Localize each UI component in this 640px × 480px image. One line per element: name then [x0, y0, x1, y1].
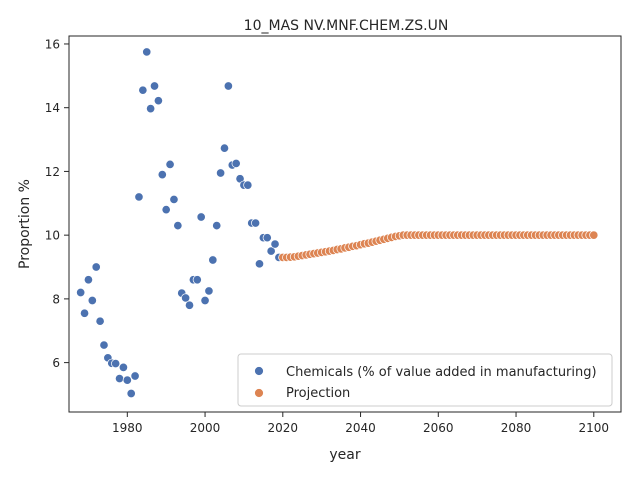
y-tick-label: 6: [52, 356, 60, 370]
x-tick-label: 1980: [112, 421, 143, 435]
x-axis-label: year: [329, 447, 360, 463]
legend-label-projection: Projection: [286, 386, 350, 401]
data-point-chemicals: [95, 316, 105, 326]
data-point-chemicals: [134, 192, 144, 202]
data-point-chemicals: [266, 246, 276, 256]
data-point-chemicals: [118, 362, 128, 372]
data-point-chemicals: [122, 375, 132, 385]
x-tick-label: 2000: [190, 421, 221, 435]
data-point-chemicals: [138, 85, 148, 95]
data-point-chemicals: [99, 340, 109, 350]
data-point-chemicals: [157, 170, 167, 180]
legend-marker-projection: [254, 388, 264, 398]
data-point-chemicals: [231, 158, 241, 169]
data-point-chemicals: [212, 221, 222, 231]
x-tick-label: 2040: [345, 421, 376, 435]
x-tick-label: 2100: [579, 421, 610, 435]
data-point-chemicals: [169, 194, 179, 205]
data-point-chemicals: [251, 218, 261, 228]
y-tick-label: 8: [52, 292, 60, 306]
y-tick-label: 16: [45, 37, 60, 51]
data-point-chemicals: [243, 180, 253, 190]
data-point-chemicals: [80, 308, 90, 318]
data-point-chemicals: [173, 221, 183, 231]
data-point-chemicals: [111, 359, 121, 369]
y-tick-label: 10: [45, 229, 60, 243]
data-point-chemicals: [142, 47, 152, 57]
data-point-chemicals: [91, 262, 101, 272]
data-point-chemicals: [216, 168, 226, 178]
data-point-chemicals: [161, 205, 171, 215]
data-point-chemicals: [149, 81, 160, 91]
data-point-chemicals: [83, 275, 93, 285]
data-point-chemicals: [114, 373, 125, 384]
data-point-chemicals: [130, 371, 140, 381]
y-axis-label: Proportion %: [17, 179, 33, 269]
data-point-chemicals: [184, 300, 195, 310]
data-point-chemicals: [208, 255, 218, 265]
data-point-chemicals: [181, 293, 191, 303]
data-point-chemicals: [223, 81, 233, 91]
x-tick-label: 2020: [268, 421, 299, 435]
y-axis: 6 8 10 12 14 16: [45, 37, 69, 370]
data-point-chemicals: [76, 287, 86, 298]
data-point-chemicals: [165, 159, 175, 169]
x-axis: 1980 2000 2020 2040 2060 2080 2100: [112, 412, 609, 435]
data-point-chemicals: [204, 286, 214, 296]
legend-marker-chemicals: [254, 366, 264, 376]
data-point-projection: [589, 230, 599, 240]
data-point-chemicals: [200, 295, 210, 306]
data-point-chemicals: [87, 295, 97, 306]
legend-box: [237, 353, 613, 407]
y-tick-label: 14: [45, 101, 60, 115]
legend: Chemicals (% of value added in manufactu…: [237, 353, 613, 407]
data-point-chemicals: [262, 233, 272, 243]
chart-title: 10_MAS NV.MNF.CHEM.ZS.UN: [244, 18, 449, 34]
legend-label-chemicals: Chemicals (% of value added in manufactu…: [286, 365, 597, 380]
data-point-chemicals: [254, 259, 265, 269]
data-point-chemicals: [146, 104, 156, 114]
data-point-chemicals: [219, 143, 230, 153]
data-points: [76, 47, 599, 399]
data-point-chemicals: [153, 96, 163, 106]
x-tick-label: 2080: [501, 421, 532, 435]
data-point-chemicals: [192, 275, 202, 285]
data-point-chemicals: [196, 212, 206, 222]
plot-area-frame: [68, 35, 622, 413]
x-tick-label: 2060: [423, 421, 454, 435]
y-tick-label: 12: [45, 165, 60, 179]
data-point-chemicals: [126, 388, 136, 399]
data-point-chemicals: [270, 239, 280, 249]
